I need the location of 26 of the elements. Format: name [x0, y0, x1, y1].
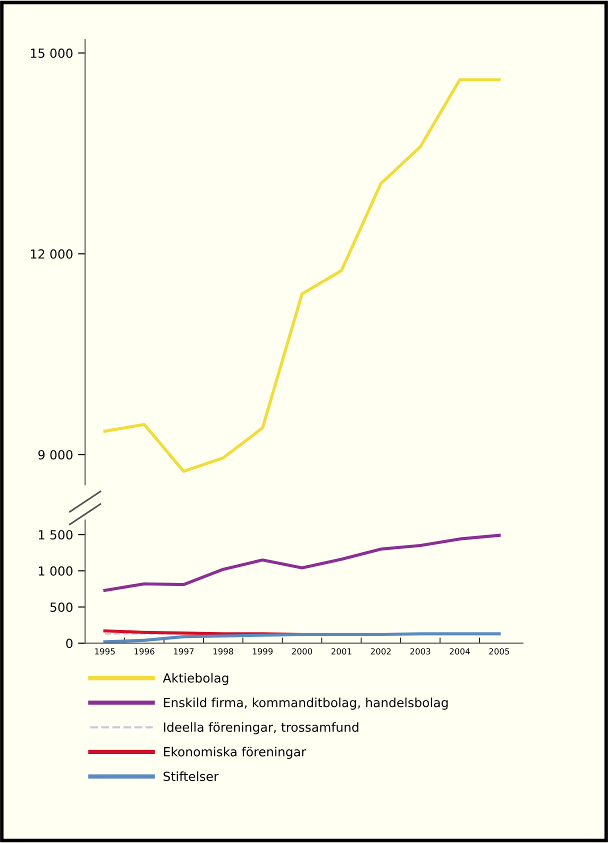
x-tick-label: 2005 [489, 648, 510, 655]
x-tick-label: 2002 [370, 648, 391, 655]
y-tick-label: 500 [50, 602, 72, 612]
x-tick-label: 1999 [252, 648, 273, 655]
y-tick-label: 12 000 [30, 249, 72, 259]
x-tick-label: 1998 [213, 648, 234, 655]
x-tick-label: 2001 [331, 648, 352, 655]
line-series [103, 534, 501, 592]
y-tick-label: 9 000 [38, 450, 72, 460]
x-tick-label: 1997 [174, 648, 194, 655]
x-tick-label: 2000 [292, 648, 312, 655]
legend-label: Ekonomiska föreningar [164, 746, 306, 759]
line-series [103, 632, 501, 644]
legend-label: Aktiebolag [162, 673, 228, 686]
legend-label: Stiftelser [164, 771, 219, 782]
y-tick-label: 15 000 [30, 48, 72, 58]
y-tick-label: 1 000 [38, 566, 72, 576]
legend-label: Ideella föreningar, trossamfund [164, 722, 358, 734]
y-tick-label: 0 [66, 638, 72, 648]
x-tick-label: 2004 [450, 648, 470, 655]
x-tick-label: 1995 [95, 648, 115, 655]
y-tick-label: 1 500 [38, 530, 72, 540]
line-series [103, 78, 501, 473]
x-tick-label: 2003 [410, 648, 430, 655]
x-tick-label: 1996 [134, 648, 154, 655]
legend-label: Enskild firma, kommanditbolag, handelsbolag [164, 698, 448, 710]
